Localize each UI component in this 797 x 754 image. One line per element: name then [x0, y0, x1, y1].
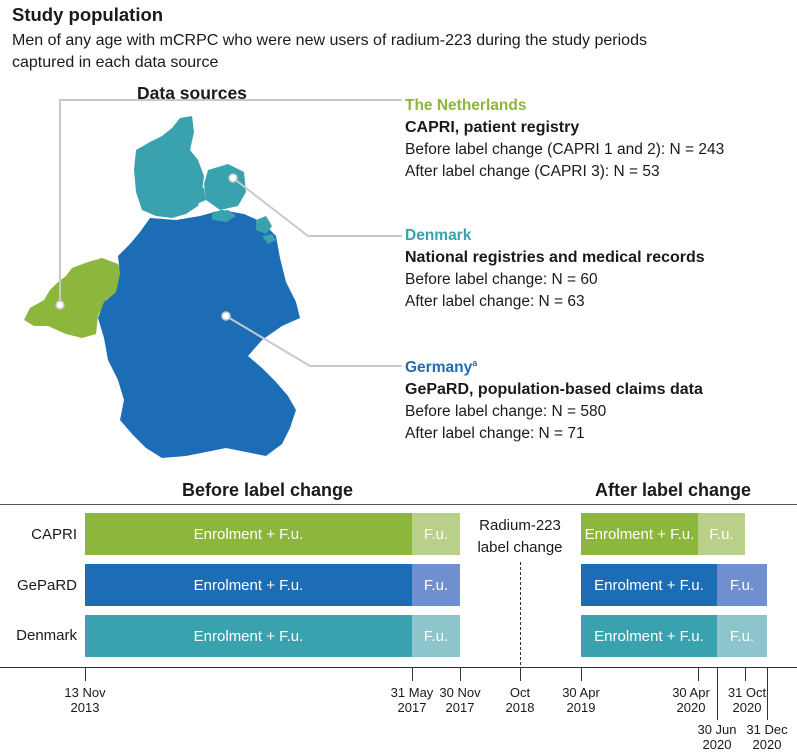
- denmark-label: Denmark: [405, 227, 472, 244]
- tick-label-apr-2020-l1: 30 Apr: [672, 685, 710, 700]
- gepard-after-enrolment-bar: Enrolment + F.u.: [581, 564, 717, 606]
- tick-oct-2020: [745, 667, 746, 681]
- row-label-denmark: Denmark: [16, 627, 77, 644]
- netherlands-leader-line: [59, 99, 402, 305]
- tick-nov-2013: [85, 667, 86, 681]
- gepard-before-enrolment-bar: Enrolment + F.u.: [85, 564, 412, 606]
- denmark-bornholm-shape: [256, 216, 272, 234]
- label-change-line-1: Radium-223: [479, 517, 561, 534]
- netherlands-desc: CAPRI, patient registry: [405, 119, 580, 136]
- denmark-before: Before label change: N = 60: [405, 271, 598, 288]
- denmark-marker: [228, 173, 238, 183]
- denmark-after-enrolment-bar: Enrolment + F.u.: [581, 615, 717, 657]
- tick-label-may-2017: 31 May 2017: [382, 685, 442, 715]
- subtitle-line-2: captured in each data source: [12, 54, 219, 71]
- tick-label-apr-2020-l2: 2020: [676, 700, 706, 715]
- tick-label-oct-2018-l1: Oct: [509, 685, 531, 700]
- netherlands-marker: [55, 300, 65, 310]
- after-label-change-title: After label change: [595, 480, 752, 500]
- tick-label-jun-2020: 30 Jun 2020: [692, 722, 742, 752]
- netherlands-before: Before label change (CAPRI 1 and 2): N =…: [405, 141, 725, 158]
- tick-label-oct-2020-l2: 2020: [732, 700, 762, 715]
- data-sources-title: Data sources: [137, 83, 247, 103]
- tick-may-2017: [412, 667, 413, 681]
- tick-label-apr-2019-l1: 30 Apr: [562, 685, 600, 700]
- denmark-after: After label change: N = 63: [405, 293, 585, 310]
- capri-before-enrolment-bar: Enrolment + F.u.: [85, 513, 412, 555]
- tick-label-oct-2020: 31 Oct 2020: [722, 685, 772, 715]
- tick-label-nov-2013-l1: 13 Nov: [64, 685, 106, 700]
- before-label-change-title: Before label change: [182, 480, 354, 500]
- timeline-top-divider: [0, 504, 797, 505]
- germany-leader-line: [225, 315, 402, 367]
- row-label-capri: CAPRI: [31, 526, 77, 543]
- map-graphic: [24, 99, 402, 458]
- denmark-funen-shape: [174, 182, 206, 206]
- subtitle-line-1: Men of any age with mCRPC who were new u…: [12, 32, 647, 49]
- tick-dec-2020: [767, 667, 768, 720]
- tick-apr-2019: [581, 667, 582, 681]
- germany-name: Germany: [405, 359, 473, 377]
- germany-desc: GePaRD, population-based claims data: [405, 381, 703, 399]
- gepard-before-fu-bar: F.u.: [412, 564, 460, 606]
- netherlands-block: The Netherlands CAPRI, patient registry …: [405, 95, 724, 183]
- denmark-lower-island-shape: [262, 234, 276, 244]
- label-change-line-2: label change: [477, 539, 563, 556]
- germany-label: Germanya: [405, 352, 703, 379]
- denmark-lolland-shape: [212, 210, 236, 222]
- tick-label-nov-2013-l2: 2013: [70, 700, 100, 715]
- tick-label-oct-2020-l1: 31 Oct: [727, 685, 767, 700]
- tick-label-apr-2019: 30 Apr 2019: [551, 685, 611, 715]
- capri-after-enrolment-bar: Enrolment + F.u.: [581, 513, 698, 555]
- germany-block: Germanya GePaRD, population-based claims…: [405, 352, 703, 445]
- germany-marker: [221, 311, 231, 321]
- denmark-desc: National registries and medical records: [405, 249, 705, 266]
- capri-after-fu-bar: F.u.: [698, 513, 745, 555]
- tick-label-apr-2020: 30 Apr 2020: [666, 685, 716, 715]
- germany-after: After label change: N = 71: [405, 425, 585, 443]
- germany-footnote-marker: a: [472, 358, 478, 368]
- tick-label-oct-2018-l2: 2018: [505, 700, 535, 715]
- tick-oct-2018: [520, 667, 521, 681]
- tick-nov-2017: [460, 667, 461, 681]
- tick-jun-2020: [717, 667, 718, 720]
- tick-label-dec-2020-l2: 2020: [752, 737, 782, 752]
- germany-before: Before label change: N = 580: [405, 403, 607, 421]
- denmark-before-fu-bar: F.u.: [412, 615, 460, 657]
- tick-label-oct-2018: Oct 2018: [490, 685, 550, 715]
- denmark-after-fu-bar: F.u.: [717, 615, 767, 657]
- denmark-zealand-shape: [204, 164, 246, 210]
- denmark-block: Denmark National registries and medical …: [405, 225, 705, 313]
- row-label-gepard: GePaRD: [16, 577, 77, 594]
- gepard-after-fu-bar: F.u.: [717, 564, 767, 606]
- label-change-caption: Radium-223 label change: [470, 515, 570, 559]
- tick-label-nov-2017-l2: 2017: [445, 700, 475, 715]
- netherlands-shape: [24, 258, 124, 338]
- tick-label-dec-2020-l1: 31 Dec: [746, 722, 788, 737]
- tick-label-jun-2020-l2: 2020: [702, 737, 732, 752]
- netherlands-label: The Netherlands: [405, 97, 527, 114]
- tick-apr-2020: [698, 667, 699, 681]
- tick-label-apr-2019-l2: 2019: [566, 700, 596, 715]
- tick-label-may-2017-l2: 2017: [397, 700, 427, 715]
- denmark-leader-line: [232, 177, 402, 237]
- tick-label-nov-2017: 30 Nov 2017: [430, 685, 490, 715]
- label-change-dashed-line: [520, 562, 521, 665]
- tick-label-dec-2020: 31 Dec 2020: [742, 722, 792, 752]
- netherlands-after: After label change (CAPRI 3): N = 53: [405, 163, 660, 180]
- tick-label-may-2017-l1: 31 May: [390, 685, 434, 700]
- timeline-axis: [0, 667, 797, 668]
- tick-label-nov-2017-l1: 30 Nov: [439, 685, 481, 700]
- tick-label-jun-2020-l1: 30 Jun: [697, 722, 737, 737]
- tick-label-nov-2013: 13 Nov 2013: [55, 685, 115, 715]
- denmark-before-enrolment-bar: Enrolment + F.u.: [85, 615, 412, 657]
- capri-before-fu-bar: F.u.: [412, 513, 460, 555]
- germany-shape: [98, 210, 300, 458]
- page-title: Study population: [12, 4, 164, 25]
